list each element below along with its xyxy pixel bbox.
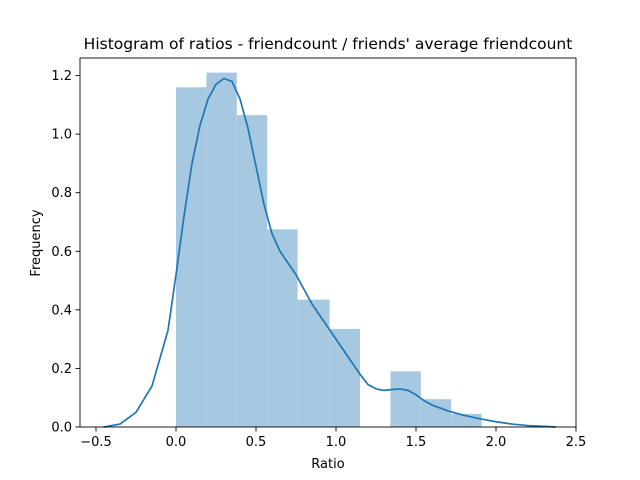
- x-tick-label-5: 2.0: [486, 435, 507, 450]
- kde-line-layer: [103, 77, 557, 428]
- y-tick-label-1: 0.2: [51, 362, 72, 377]
- y-tick-label-2: 0.4: [51, 303, 72, 318]
- histogram-bar-5: [329, 328, 360, 427]
- x-tick-label-2: 0.5: [246, 435, 267, 450]
- histogram-bar-2: [236, 115, 268, 428]
- y-axis-label: Frequency: [29, 209, 44, 276]
- histogram-bar-8: [420, 399, 452, 427]
- histogram-bar-7: [390, 371, 421, 427]
- x-tick-label-1: 0.0: [166, 435, 187, 450]
- chart-title: Histogram of ratios - friendcount / frie…: [84, 35, 573, 53]
- ticks: −0.5 0.0 0.5 1.0 1.5 2.0 2.5 0.0 0.2 0.4 0.6 0.8 1.0…: [51, 69, 586, 450]
- axes-frame: [79, 57, 577, 428]
- y-tick-label-4: 0.8: [51, 186, 72, 201]
- y-tick-label-0: 0.0: [51, 421, 72, 436]
- histogram-bar-4: [297, 299, 330, 427]
- kde-line: [103, 77, 557, 428]
- x-tick-label-6: 2.5: [566, 435, 587, 450]
- y-tick-label-3: 0.6: [51, 245, 72, 260]
- histogram-bar-3: [267, 229, 298, 427]
- x-tick-label-4: 1.5: [406, 435, 427, 450]
- histogram-bars: [176, 72, 482, 428]
- x-tick-label-3: 1.0: [326, 435, 347, 450]
- y-tick-label-5: 1.0: [51, 128, 72, 143]
- histogram-bar-0: [176, 87, 207, 427]
- x-axis-label: Ratio: [311, 457, 344, 472]
- x-tick-label-0: −0.5: [80, 435, 112, 450]
- histogram-bar-1: [206, 72, 237, 427]
- y-tick-label-6: 1.2: [51, 69, 72, 84]
- axes: [79, 57, 577, 428]
